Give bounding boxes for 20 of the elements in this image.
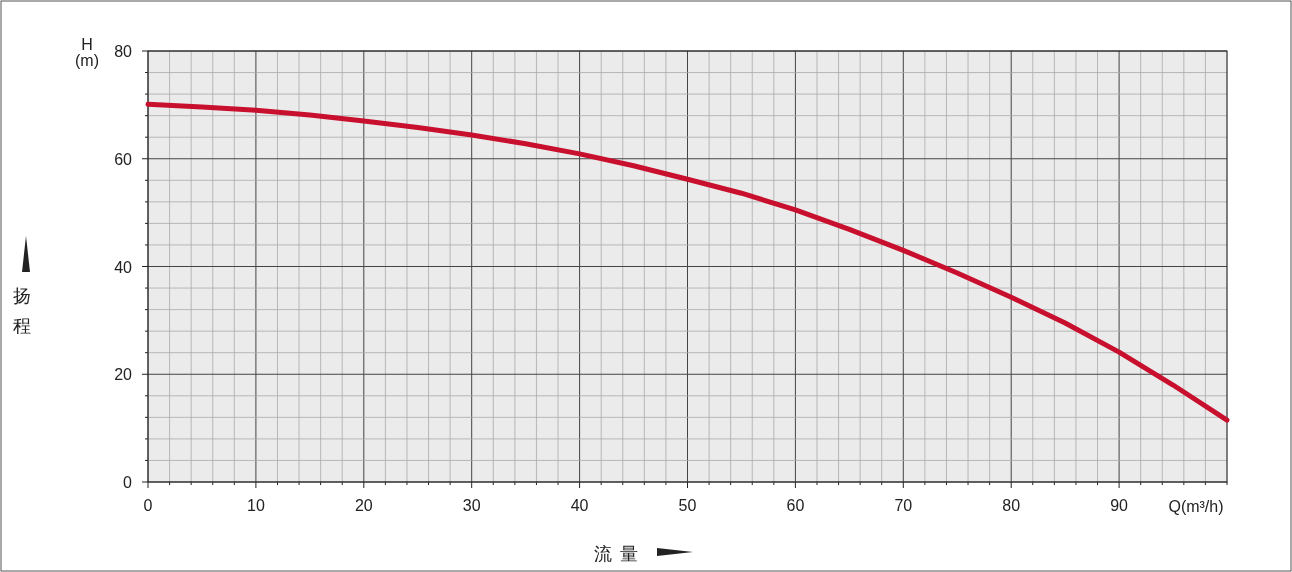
x-tick-label: 30 (462, 497, 481, 514)
y-axis-title: 扬程 (13, 286, 31, 336)
text: (m) (75, 52, 99, 69)
x-axis-title: 流量 (594, 544, 646, 564)
x-tick-label: 70 (894, 497, 913, 514)
x-tick-label: 80 (1002, 497, 1021, 514)
y-tick-label: 80 (114, 43, 133, 60)
x-tick-label: 20 (354, 497, 373, 514)
x-tick-label: 10 (247, 497, 265, 514)
x-tick-label: 40 (570, 497, 589, 514)
y-tick-label: 0 (123, 474, 133, 491)
y-tick-label: 40 (114, 258, 133, 276)
y-tick-label: 20 (114, 366, 133, 384)
y-tick-label: 60 (114, 150, 133, 168)
text: H (81, 36, 93, 53)
x-tick-label: 0 (143, 497, 153, 514)
text: Q(m³/h) (1168, 498, 1224, 515)
x-tick-label: 90 (1110, 497, 1129, 514)
x-tick-label: 60 (786, 497, 805, 514)
x-tick-label: 50 (678, 497, 697, 514)
